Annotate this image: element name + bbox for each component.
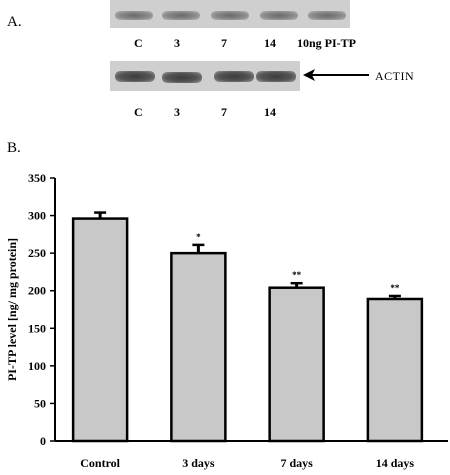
blot-band — [115, 11, 153, 20]
actin-band — [214, 71, 254, 82]
blot-band — [308, 11, 346, 20]
y-tick-label: 200 — [28, 284, 46, 298]
y-tick-label: 50 — [34, 396, 46, 410]
bar — [268, 286, 325, 443]
x-tick-label: 7 days — [280, 456, 313, 470]
y-tick-label: 100 — [28, 359, 46, 373]
lane-label: 7 — [221, 36, 227, 50]
lane-label: 3 — [174, 105, 180, 119]
y-tick-label: 250 — [28, 246, 46, 260]
lane-label: 10ng PI-TP — [297, 36, 357, 50]
actin-arrow — [303, 69, 369, 81]
bar — [71, 217, 129, 443]
panel-b-label: B. — [7, 140, 21, 156]
actin-band — [256, 71, 296, 82]
y-tick-label: 0 — [40, 434, 46, 448]
significance-marker: ** — [390, 283, 400, 293]
lane-label: 7 — [221, 105, 227, 119]
x-tick-label: 14 days — [376, 456, 415, 470]
x-tick-label: 3 days — [182, 456, 215, 470]
bar — [366, 297, 424, 443]
significance-marker: * — [196, 232, 201, 242]
western-blot-top — [110, 0, 350, 28]
actin-label: ACTIN — [375, 69, 415, 83]
bar — [170, 251, 227, 443]
lane-label: C — [134, 105, 143, 119]
y-tick-label: 150 — [28, 321, 46, 335]
blot-band — [211, 11, 249, 20]
actin-band — [115, 71, 155, 82]
blot-band — [260, 11, 298, 20]
panel-a-label: A. — [7, 14, 22, 30]
significance-marker: ** — [292, 270, 302, 280]
lane-label: C — [134, 36, 143, 50]
actin-band — [162, 72, 202, 83]
lane-label: 3 — [174, 36, 180, 50]
lane-label: 14 — [264, 36, 276, 50]
y-axis-label: PI-TP level [ng/ mg protein] — [5, 238, 19, 381]
lane-label: 14 — [264, 105, 276, 119]
western-blot-actin — [110, 61, 300, 91]
x-tick-label: Control — [80, 456, 120, 470]
y-tick-label: 300 — [28, 209, 46, 223]
y-tick-label: 350 — [28, 171, 46, 185]
bar-chart: 0 50 100 150 200 250 300 350 PI-TP level [ng/ mg… — [5, 171, 448, 470]
blot-band — [162, 11, 200, 20]
